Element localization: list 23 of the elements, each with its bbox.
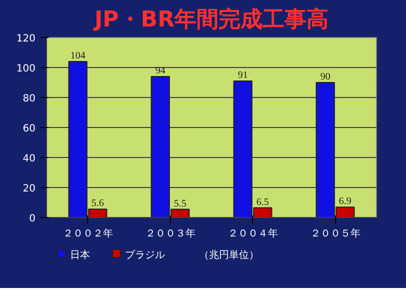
data-label: 6.9 [338, 196, 352, 208]
text: （兆円単位） [199, 250, 259, 261]
y-tick-label: 40 [22, 154, 36, 164]
x-tick-label: ２００３年 [145, 228, 196, 240]
x-tick-label: ２００５年 [310, 228, 360, 240]
data-label: 90 [320, 72, 330, 82]
data-label: 5.6 [91, 198, 104, 210]
data-label: 5.5 [174, 198, 186, 210]
chart-title: JP・BR年間完成工事高 [92, 6, 329, 32]
data-label: 94 [155, 66, 166, 76]
y-tick-label: 120 [16, 34, 36, 44]
legend-label: 日本 [70, 250, 90, 261]
y-tick-label: 0 [29, 214, 36, 224]
data-label: 91 [238, 70, 248, 81]
legend-label: ブラジル [125, 250, 165, 261]
data-label: 104 [70, 50, 86, 62]
y-tick-label: 60 [22, 124, 36, 134]
y-tick-label: 80 [22, 94, 36, 104]
x-tick-label: ２００２年 [62, 228, 113, 240]
y-tick-label: 100 [16, 64, 36, 74]
y-tick-label: 20 [22, 184, 36, 194]
data-label: 6.5 [256, 196, 269, 208]
x-tick-label: ２００４年 [228, 228, 278, 240]
